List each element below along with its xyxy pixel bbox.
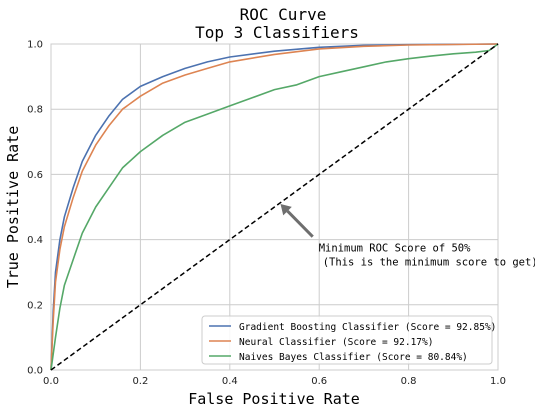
y-axis-label: True Positive Rate (4, 126, 22, 289)
y-tick-label: 1.0 (27, 40, 43, 51)
x-tick-label: 0.4 (222, 376, 238, 387)
annotation-arrow-head (280, 204, 292, 216)
legend: Gradient Boosting Classifier (Score = 92… (201, 315, 496, 365)
y-tick-label: 0.2 (27, 300, 43, 311)
chart-title-line2: Top 3 Classifiers (195, 23, 359, 42)
legend-label-gradient-boosting: Gradient Boosting Classifier (Score = 92… (239, 322, 496, 333)
tick-layer: 0.0 0.2 0.4 0.6 0.8 1.0 0.0 0.2 0.4 0.6 0.8 1.0 (27, 40, 506, 388)
annotation-arrow-shaft (286, 210, 314, 238)
legend-label-neural: Neural Classifier (Score = 92.17%) (239, 337, 433, 348)
x-tick-label: 0.6 (311, 376, 327, 387)
legend-box (201, 315, 493, 365)
y-tick-label: 0.0 (27, 366, 43, 377)
annotation-line1: Minimum ROC Score of 50% (319, 243, 471, 255)
annotation-layer: Minimum ROC Score of 50% (This is the mi… (280, 204, 535, 269)
chart-title-line1: ROC Curve (240, 5, 327, 24)
series-line-naive-bayes (50, 43, 499, 371)
x-tick-label: 0.8 (401, 376, 417, 387)
x-tick-label: 0.2 (132, 376, 148, 387)
x-axis-label: False Positive Rate (188, 390, 360, 408)
series-layer (50, 43, 499, 371)
x-tick-label: 0.0 (43, 376, 59, 387)
random-baseline-line (50, 43, 499, 371)
series-line-neural (50, 43, 499, 371)
legend-label-naive-bayes: Naives Bayes Classifier (Score = 80.84%) (239, 352, 468, 363)
series-line-gradient-boosting (50, 43, 499, 371)
y-tick-label: 0.4 (27, 235, 43, 246)
annotation-line2: (This is the minimum score to get) (323, 257, 535, 269)
x-tick-label: 1.0 (490, 376, 506, 387)
y-tick-label: 0.6 (27, 170, 43, 181)
y-tick-label: 0.8 (27, 105, 43, 116)
